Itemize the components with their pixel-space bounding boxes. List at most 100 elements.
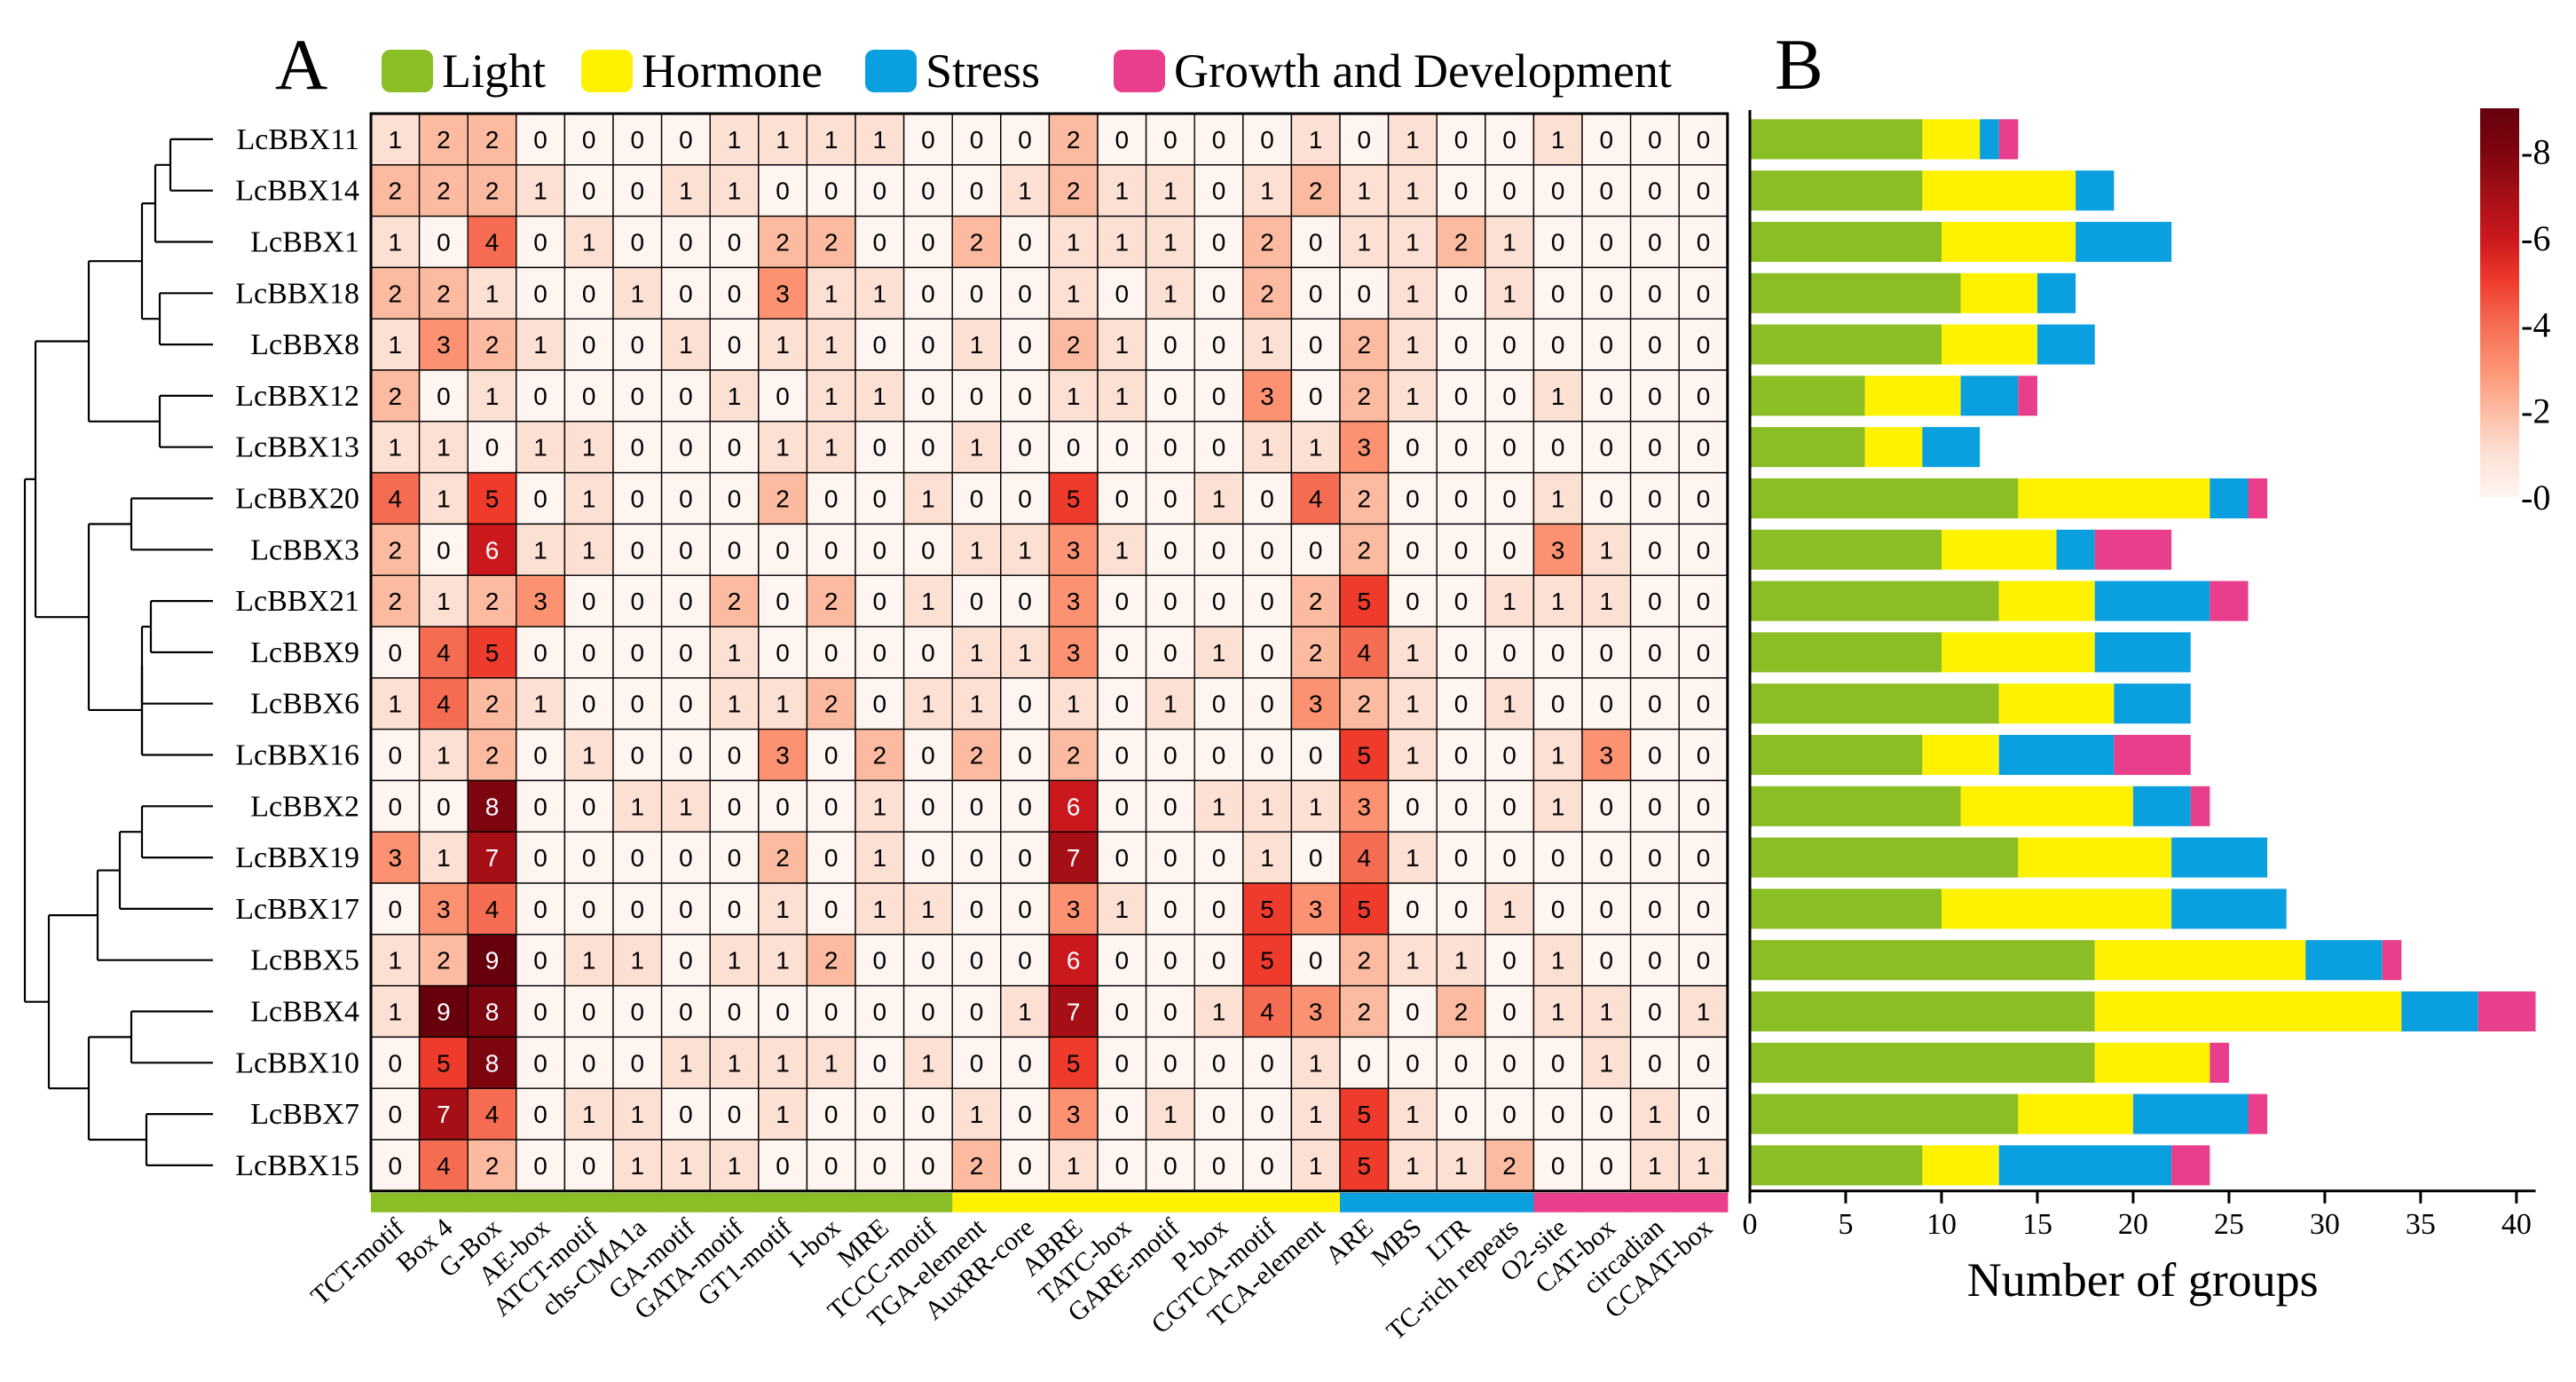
column-group-swatch — [1533, 1192, 1583, 1212]
heatmap-cell — [1290, 266, 1341, 320]
heatmap-cell-value: 0 — [873, 1049, 887, 1077]
heatmap-cell-value: 0 — [824, 742, 839, 770]
heatmap-cell-value: 0 — [1018, 383, 1032, 410]
heatmap-cell-value: 0 — [1697, 486, 1711, 513]
row-label: LcBBX13 — [235, 431, 359, 464]
bar-segment-growth-and-development — [2248, 1094, 2268, 1134]
legend-label: Stress — [926, 44, 1040, 98]
bar-segment-hormone — [2094, 1042, 2210, 1083]
heatmap-cell — [1242, 779, 1293, 833]
legend-item-hormone: Hormone — [581, 44, 823, 98]
heatmap-cell — [418, 574, 469, 628]
legend-swatch — [1114, 50, 1165, 92]
heatmap-cell — [709, 164, 760, 217]
heatmap-cell-value: 1 — [1406, 383, 1420, 410]
heatmap-cell — [563, 421, 614, 474]
heatmap-cell-value: 1 — [1067, 691, 1081, 718]
heatmap-cell — [951, 984, 1002, 1038]
heatmap-cell-value: 0 — [1018, 229, 1032, 257]
x-tick-label: 35 — [2406, 1208, 2436, 1241]
heatmap-cell-value: 0 — [1018, 280, 1032, 307]
heatmap-cell-value: 0 — [1600, 947, 1614, 975]
heatmap-cell-value: 1 — [1551, 486, 1565, 513]
heatmap-cell — [709, 574, 760, 628]
colorbar-tick-label: -4 — [2521, 304, 2550, 344]
heatmap-cell-value: 0 — [1406, 434, 1420, 462]
heatmap-cell — [1629, 523, 1680, 576]
heatmap-cell-value: 2 — [1309, 639, 1323, 667]
heatmap-cell-value: 6 — [485, 536, 500, 564]
heatmap-cell — [516, 215, 566, 269]
heatmap-cell-value: 1 — [1260, 331, 1274, 359]
heatmap-cell — [1581, 421, 1632, 474]
heatmap-cell-value: 0 — [1406, 1049, 1420, 1077]
heatmap-cell-value: 0 — [1018, 486, 1032, 513]
bar-segment-stress — [2094, 580, 2210, 621]
heatmap-cell — [951, 1139, 1002, 1192]
heatmap-cell — [1290, 882, 1341, 936]
heatmap-cell — [1581, 779, 1632, 833]
heatmap-cell-value: 0 — [1697, 588, 1711, 615]
heatmap-cell — [951, 471, 1002, 525]
heatmap-cell — [1678, 934, 1729, 987]
heatmap-cell — [1193, 318, 1244, 371]
column-group-swatch — [1485, 1192, 1534, 1212]
panel-label-a: A — [275, 24, 327, 105]
heatmap-cell — [1678, 318, 1729, 371]
heatmap-cell-value: 0 — [533, 1152, 547, 1180]
heatmap-cell — [1387, 882, 1438, 936]
heatmap-cell — [1339, 369, 1390, 422]
heatmap-cell-value: 0 — [1454, 844, 1469, 872]
heatmap-row-LcBBX14: 2 2 2 1 0 0 1 1 0 0 0 0 0 1 2 1 1 0 1 2 1 1 0 0 0 0 0 0 — [370, 164, 1729, 217]
bar-segment-growth-and-development — [2210, 580, 2249, 621]
heatmap-cell-value: 0 — [1648, 1049, 1662, 1077]
heatmap-cell-value: 0 — [873, 434, 887, 462]
heatmap-cell-value: 0 — [1163, 383, 1178, 410]
heatmap-cell-value: 0 — [533, 1049, 547, 1077]
heatmap-cell-value: 0 — [679, 434, 693, 462]
heatmap-cell — [467, 574, 517, 628]
heatmap-cell-value: 0 — [1551, 229, 1565, 257]
heatmap-cell — [1436, 1139, 1486, 1192]
heatmap-cell — [467, 113, 517, 166]
heatmap-cell — [1387, 831, 1438, 884]
heatmap-cell-value: 1 — [1163, 691, 1178, 718]
heatmap-cell — [1629, 471, 1680, 525]
heatmap-cell-value: 2 — [1454, 999, 1469, 1026]
heatmap-cell-value: 0 — [679, 691, 693, 718]
heatmap-cell — [1048, 523, 1099, 576]
heatmap-cell — [1193, 369, 1244, 422]
heatmap-cell — [1242, 574, 1293, 628]
heatmap-cell-value: 0 — [1502, 844, 1516, 872]
bar-segment-growth-and-development — [2248, 478, 2268, 519]
heatmap-cell — [1387, 421, 1438, 474]
heatmap-cell — [855, 318, 905, 371]
heatmap-cell-value: 0 — [1454, 588, 1469, 615]
heatmap-cell-value: 1 — [873, 793, 887, 820]
heatmap-cell-value: 1 — [1212, 639, 1226, 667]
heatmap-cell-value: 0 — [1163, 331, 1178, 359]
heatmap-cell — [806, 728, 856, 782]
heatmap-cell-value: 0 — [679, 383, 693, 410]
heatmap-cell-value: 1 — [776, 691, 790, 718]
heatmap: 1 2 2 0 0 0 0 1 1 1 1 0 0 0 2 0 0 0 0 1 0 1 0 0 1 0 0 0 2 2 2 1 0 0 1 1 0 0 0 0… — [369, 112, 1729, 1193]
column-group-swatch — [952, 1192, 1002, 1212]
heatmap-cell — [1581, 728, 1632, 782]
heatmap-cell-value: 1 — [1600, 1049, 1614, 1077]
heatmap-cell-value: 0 — [1454, 793, 1469, 820]
heatmap-cell-value: 0 — [1163, 588, 1178, 615]
heatmap-cell-value: 0 — [1551, 331, 1565, 359]
heatmap-cell-value: 0 — [728, 999, 742, 1026]
heatmap-cell — [709, 831, 760, 884]
heatmap-cell-value: 2 — [776, 486, 790, 513]
heatmap-cell-value: 0 — [631, 536, 645, 564]
heatmap-cell — [418, 471, 469, 525]
heatmap-cell-value: 0 — [873, 536, 887, 564]
heatmap-cell — [1436, 1036, 1486, 1089]
column-group-swatch — [1340, 1192, 1390, 1212]
heatmap-cell — [951, 882, 1002, 936]
heatmap-row-LcBBX21: 2 1 2 3 0 0 0 2 0 2 0 1 0 0 3 0 0 0 0 2 5 0 0 1 1 1 0 0 — [370, 574, 1729, 628]
heatmap-cell — [1097, 728, 1147, 782]
heatmap-cell — [1145, 369, 1195, 422]
column-group-swatch — [903, 1192, 953, 1212]
